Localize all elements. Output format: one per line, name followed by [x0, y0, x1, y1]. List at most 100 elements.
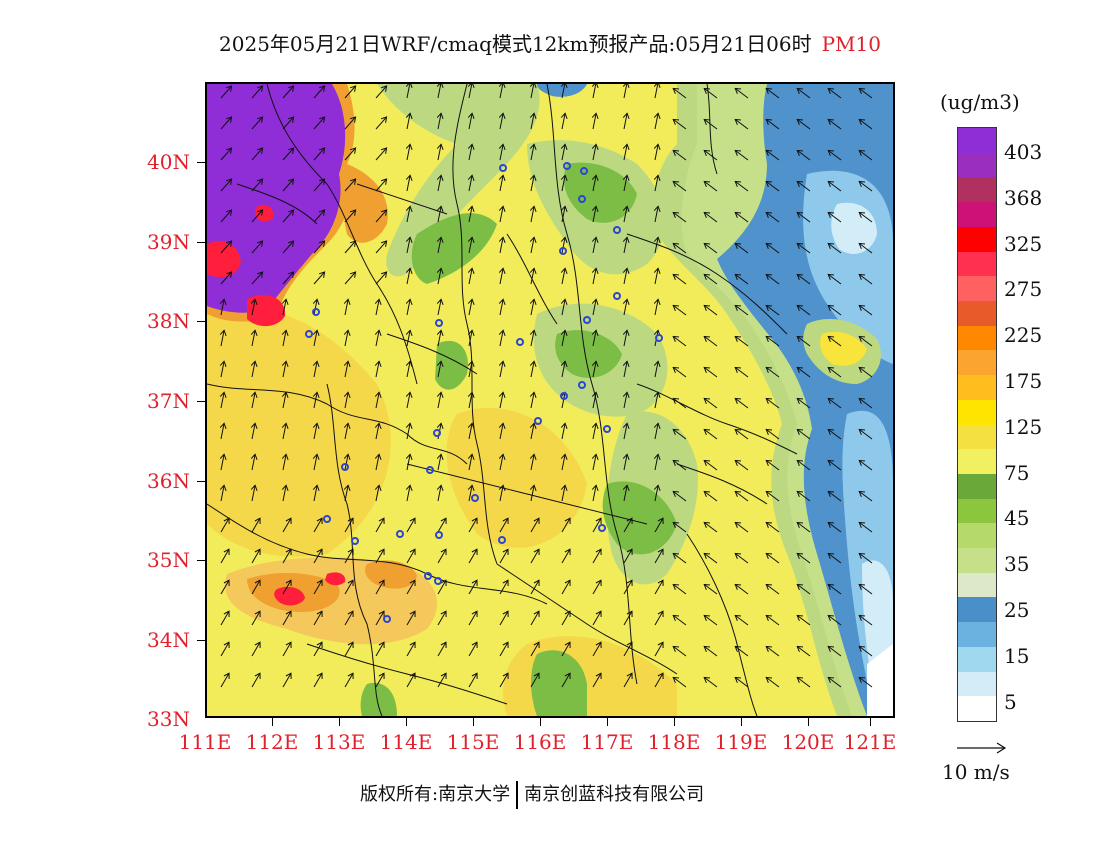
lon-label: 112E: [245, 730, 299, 754]
wind-arrow: [282, 85, 294, 99]
wind-arrow-head: [405, 174, 413, 181]
wind-arrow: [734, 615, 749, 626]
wind-arrow-head: [827, 211, 835, 218]
wind-arrow: [672, 181, 687, 192]
wind-arrow: [796, 646, 811, 657]
wind-arrow-head: [347, 517, 354, 525]
wind-arrow-head: [591, 236, 599, 243]
wind-arrow-head: [657, 641, 664, 649]
wind-arrow-head: [672, 428, 680, 435]
wind-arrow: [858, 646, 873, 657]
city-marker[interactable]: [396, 530, 404, 538]
city-marker[interactable]: [471, 494, 479, 502]
wind-arrow: [703, 366, 718, 378]
wind-arrow: [561, 144, 566, 161]
wind-arrow-head: [467, 236, 475, 243]
wind-arrow-head: [591, 453, 599, 460]
city-marker[interactable]: [312, 308, 320, 316]
city-marker[interactable]: [426, 466, 434, 474]
wind-arrow-head: [564, 641, 571, 649]
city-marker[interactable]: [613, 292, 621, 300]
lon-tick: [339, 718, 340, 726]
city-marker[interactable]: [560, 392, 568, 400]
wind-arrow-head: [672, 645, 680, 652]
wind-arrow-head: [626, 548, 633, 556]
city-marker[interactable]: [433, 429, 441, 437]
lat-label: 36N: [147, 469, 190, 493]
province-border: [207, 383, 468, 465]
wind-arrow: [765, 150, 780, 161]
wind-arrow-head: [765, 645, 773, 652]
legend-label: 125: [1004, 414, 1043, 439]
wind-arrow: [796, 181, 811, 192]
city-marker[interactable]: [435, 319, 443, 327]
wind-arrow-head: [560, 236, 568, 243]
wind-arrow: [592, 517, 602, 533]
city-marker[interactable]: [498, 536, 506, 544]
city-marker[interactable]: [323, 515, 331, 523]
city-marker[interactable]: [559, 247, 567, 255]
city-marker[interactable]: [613, 226, 621, 234]
variable-name: PM10: [821, 32, 881, 56]
city-marker[interactable]: [499, 164, 507, 172]
wind-arrow-head: [533, 672, 540, 680]
wind-arrow-head: [467, 84, 475, 88]
legend-swatch: [958, 350, 996, 376]
wind-arrow-head: [595, 641, 602, 649]
wind-arrow-head: [858, 676, 866, 683]
city-marker[interactable]: [341, 463, 349, 471]
city-marker[interactable]: [580, 167, 588, 175]
wind-arrow-head: [281, 298, 289, 305]
city-marker[interactable]: [351, 537, 359, 545]
wind-arrow-head: [529, 205, 537, 212]
city-marker[interactable]: [434, 577, 442, 585]
wind-arrow: [499, 423, 504, 440]
wind-arrow-head: [560, 329, 568, 336]
city-marker[interactable]: [598, 524, 606, 532]
wind-arrow: [858, 583, 873, 595]
wind-arrow-head: [225, 209, 233, 216]
city-marker[interactable]: [516, 338, 524, 346]
wind-arrow-head: [440, 579, 447, 587]
province-border: [686, 533, 758, 716]
wind-arrow: [623, 423, 628, 440]
city-marker[interactable]: [534, 417, 542, 425]
city-marker[interactable]: [563, 162, 571, 170]
province-border: [636, 383, 798, 455]
wind-arrow: [592, 579, 602, 595]
wind-arrow: [437, 144, 442, 161]
wind-arrow-head: [349, 147, 357, 154]
wind-arrow-head: [858, 583, 866, 590]
city-marker[interactable]: [583, 316, 591, 324]
wind-arrow: [251, 147, 263, 161]
wind-arrow-head: [254, 672, 261, 680]
wind-arrow: [858, 335, 873, 347]
city-marker[interactable]: [603, 425, 611, 433]
lat-tick: [197, 560, 205, 561]
wind-arrow-head: [254, 641, 261, 649]
wind-arrow: [220, 240, 232, 254]
wind-arrow-head: [318, 147, 326, 154]
city-marker[interactable]: [424, 572, 432, 580]
pollution-map[interactable]: [205, 82, 895, 718]
wind-arrow-head: [287, 116, 295, 123]
wind-arrow-head: [765, 273, 773, 280]
wind-arrow: [468, 237, 473, 254]
wind-arrow: [251, 178, 263, 192]
city-marker[interactable]: [435, 531, 443, 539]
lon-tick: [808, 718, 809, 726]
wind-arrow: [499, 330, 504, 347]
wind-arrow: [344, 330, 349, 347]
wind-arrow-head: [653, 298, 661, 305]
wind-arrow-head: [471, 548, 478, 556]
city-marker[interactable]: [578, 381, 586, 389]
city-marker[interactable]: [383, 615, 391, 623]
city-marker[interactable]: [305, 330, 313, 338]
wind-arrow: [406, 454, 411, 471]
wind-arrow-head: [672, 366, 680, 373]
map-canvas[interactable]: [207, 84, 893, 716]
wind-arrow: [827, 366, 842, 378]
city-marker[interactable]: [655, 334, 663, 342]
wind-arrow: [437, 113, 442, 130]
city-marker[interactable]: [578, 195, 586, 203]
